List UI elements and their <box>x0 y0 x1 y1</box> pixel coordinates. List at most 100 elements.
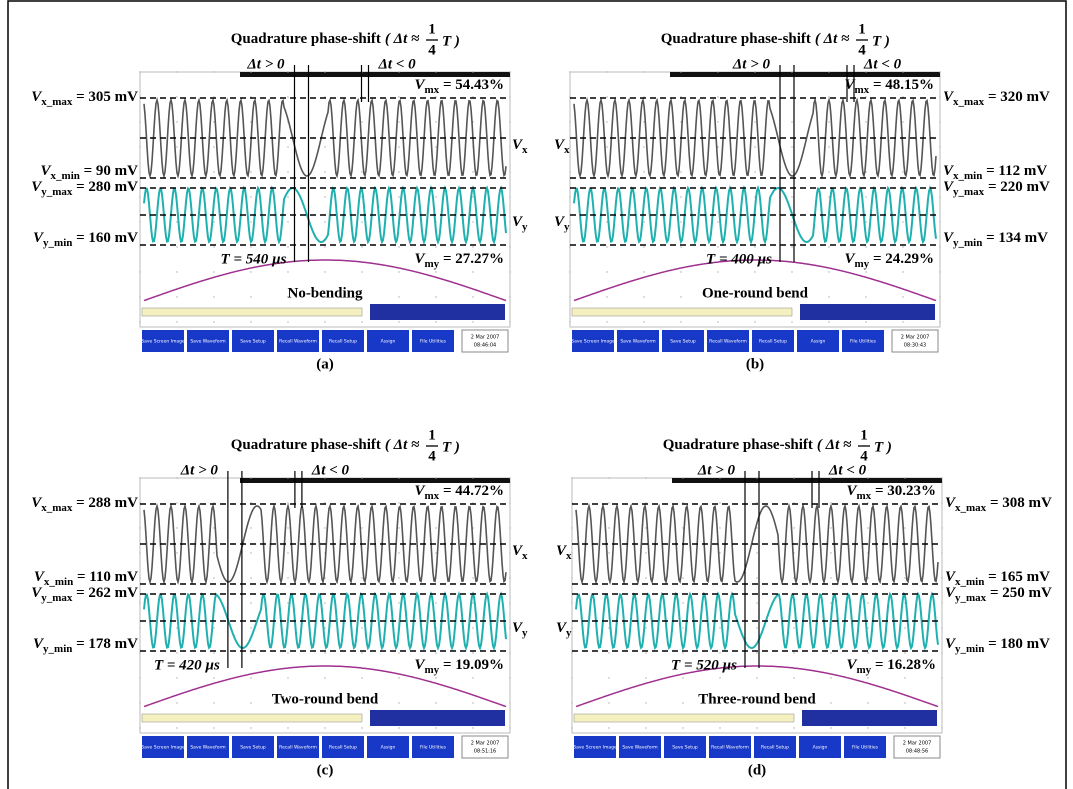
grid-dot <box>398 652 400 654</box>
grid-dot <box>139 146 141 148</box>
grid-dot <box>213 552 215 554</box>
level-label: Vx_min = 110 mV <box>34 569 138 587</box>
grid-dot <box>902 121 904 123</box>
value-text: = 19.09% <box>439 657 504 673</box>
grid-dot <box>361 627 363 629</box>
subscript: x_min <box>51 170 80 182</box>
grid-dot <box>250 246 252 248</box>
grid-dot <box>139 477 141 479</box>
grid-dot <box>361 321 363 323</box>
grid-dot <box>643 321 645 323</box>
vy-wave <box>143 591 507 651</box>
dt-positive: Δt > 0 <box>246 56 285 72</box>
grid-dot <box>793 652 795 654</box>
formula-den: 4 <box>428 42 436 58</box>
grid-dot <box>139 171 141 173</box>
heading-text: Quadrature phase-shift <box>663 437 813 453</box>
status-box <box>370 304 505 320</box>
grid-dot <box>717 71 719 73</box>
ref-wave <box>573 259 937 302</box>
heading: Quadrature phase-shift( Δt ≈ <box>231 437 420 453</box>
grid-dot <box>643 171 645 173</box>
level-label: Vy_min = 180 mV <box>945 636 1050 654</box>
grid-dot <box>830 577 832 579</box>
grid-dot <box>472 702 474 704</box>
grid-dot <box>324 171 326 173</box>
subscript: my <box>855 258 870 270</box>
grid-dot <box>509 121 511 123</box>
grid-dot <box>904 527 906 529</box>
scope-button <box>142 736 184 758</box>
grid-dot <box>680 121 682 123</box>
grid-dot <box>939 321 941 323</box>
grid-dot <box>719 702 721 704</box>
grid-dot <box>398 121 400 123</box>
subscript: y_min <box>953 237 982 249</box>
scope-button <box>707 330 749 352</box>
grid-dot <box>250 577 252 579</box>
grid-dot <box>176 271 178 273</box>
symbol: V <box>943 89 955 105</box>
grid-dot <box>139 552 141 554</box>
grid-dot <box>793 677 795 679</box>
grid-dot <box>939 271 941 273</box>
grid-dot <box>680 296 682 298</box>
grid-dot <box>645 552 647 554</box>
grid-dot <box>435 527 437 529</box>
grid-dot <box>250 296 252 298</box>
grid-dot <box>643 271 645 273</box>
grid-dot <box>643 146 645 148</box>
level-label: Vx_max = 308 mV <box>945 495 1052 513</box>
symbol: V <box>31 585 43 601</box>
scope-date: 2 Mar 2007 <box>471 335 500 341</box>
value-text: = 30.23% <box>871 483 936 499</box>
grid-dot <box>139 702 141 704</box>
grid-dot <box>793 727 795 729</box>
grid-dot <box>324 727 326 729</box>
vy-symbol: Vy <box>554 214 570 232</box>
grid-dot <box>398 96 400 98</box>
grid-dot <box>680 246 682 248</box>
grid-dot <box>324 196 326 198</box>
grid-dot <box>904 727 906 729</box>
symbol: V <box>845 251 857 267</box>
subscript: x_max <box>955 502 987 514</box>
symbol: V <box>33 230 45 246</box>
scope-button <box>844 736 886 758</box>
subscript: y_min <box>955 643 984 655</box>
grid-dot <box>509 577 511 579</box>
grid-dot <box>287 727 289 729</box>
level-label: Vx_min = 90 mV <box>41 163 139 181</box>
grid-dot <box>902 171 904 173</box>
formula-den: 4 <box>428 448 436 464</box>
ref-wave <box>143 259 507 302</box>
grid-dot <box>904 477 906 479</box>
symbol: V <box>945 636 957 652</box>
scope-panel: Save Screen Image Save Waveform Save Setup… <box>31 427 528 778</box>
grid-dot <box>472 71 474 73</box>
grid-dot <box>324 71 326 73</box>
caption: (b) <box>746 356 764 372</box>
symbol: V <box>847 657 859 673</box>
grid-dot <box>287 146 289 148</box>
grid-dot <box>472 221 474 223</box>
grid-dot <box>287 527 289 529</box>
level-label: Vy_min = 160 mV <box>33 230 138 248</box>
value-text: = 165 mV <box>984 569 1050 585</box>
heading: Quadrature phase-shift( Δt ≈ <box>231 31 420 47</box>
grid-dot <box>569 246 571 248</box>
value-text: = 320 mV <box>984 89 1050 105</box>
grid-dot <box>867 677 869 679</box>
grid-dot <box>754 321 756 323</box>
grid-dot <box>867 727 869 729</box>
grid-dot <box>287 171 289 173</box>
grid-dot <box>139 321 141 323</box>
grid-dot <box>904 652 906 654</box>
button-label: Assign <box>381 745 396 751</box>
grid-dot <box>509 702 511 704</box>
period-label: T = 420 µs <box>154 657 220 673</box>
grid-dot <box>139 677 141 679</box>
grid-dot <box>571 477 573 479</box>
grid-dot <box>719 502 721 504</box>
grid-dot <box>139 271 141 273</box>
